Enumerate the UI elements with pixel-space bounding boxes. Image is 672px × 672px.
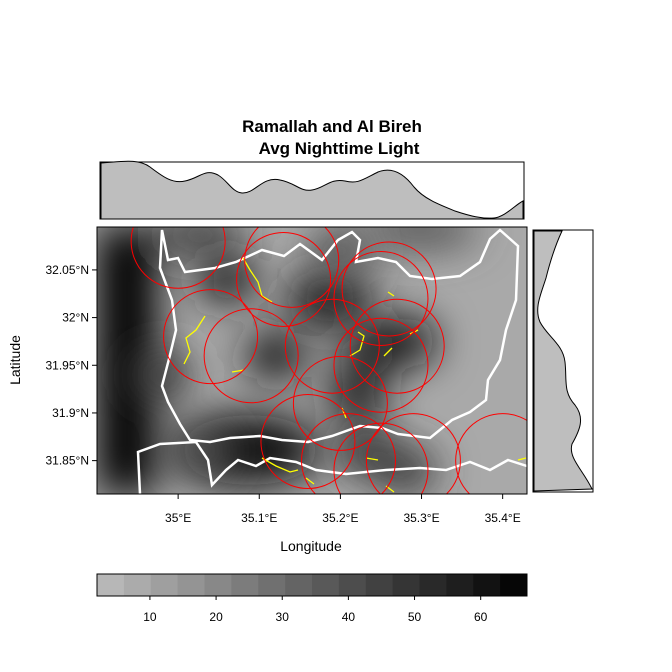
y-axis-ticks: 31.85°N 31.9°N 31.95°N 32°N 32.05°N <box>46 263 97 468</box>
governorate-boundary <box>158 228 520 444</box>
buffer-circle-10 <box>260 394 356 490</box>
buffer-circle-14 <box>455 413 527 494</box>
chart-title-line1: Ramallah and Al Bireh <box>242 117 422 136</box>
top-marginal-panel <box>99 160 525 220</box>
buffer-circle-6 <box>284 298 380 394</box>
colorbar-swatch-12 <box>419 574 447 596</box>
colorbar-tick-label-4: 50 <box>408 610 422 624</box>
buffer-circle-7 <box>349 298 445 394</box>
colorbar-tick-label-1: 20 <box>209 610 223 624</box>
colorbar-swatch-7 <box>285 574 313 596</box>
colorbar-swatch-10 <box>365 574 394 596</box>
light-hotspot-3 <box>373 317 438 366</box>
y-tick-label-4: 32.05°N <box>46 263 90 277</box>
x-axis-label: Longitude <box>280 538 342 554</box>
colorbar-swatch-1 <box>123 574 152 596</box>
map-frame <box>96 226 528 495</box>
buffer-circle-2 <box>333 251 429 347</box>
buffer-circle-15 <box>130 227 226 289</box>
x-tick-label-3: 35.3°E <box>403 511 439 525</box>
colorbar-tick-label-3: 40 <box>342 610 356 624</box>
colorbar-tick-label-0: 10 <box>143 610 157 624</box>
chart-title-line2: Avg Nighttime Light <box>259 139 420 158</box>
y-axis-label: Latitude <box>7 335 23 385</box>
y-tick-label-3: 32°N <box>62 311 89 325</box>
colorbar-swatch-14 <box>473 574 501 596</box>
colorbar-tick-label-2: 30 <box>276 610 290 624</box>
top-marginal-density <box>100 160 524 220</box>
x-tick-label-1: 35.1°E <box>241 511 277 525</box>
buffer-circle-8 <box>333 317 429 413</box>
x-axis-ticks: 35°E 35.1°E 35.2°E 35.3°E 35.4°E <box>165 494 521 525</box>
y-tick-label-1: 31.9°N <box>52 406 89 420</box>
y-tick-label-0: 31.85°N <box>46 454 90 468</box>
colorbar-frame <box>96 573 528 597</box>
buffer-circle-3 <box>341 241 437 337</box>
y-tick-label-2: 31.95°N <box>46 358 90 372</box>
buffer-circle-4 <box>163 289 259 385</box>
right-marginal-panel <box>532 229 594 493</box>
buffer-circle-13 <box>365 413 461 494</box>
x-tick-label-4: 35.4°E <box>485 511 521 525</box>
buffer-circle-9 <box>292 355 388 451</box>
southern-boundary <box>136 440 527 494</box>
x-tick-label-2: 35.2°E <box>322 511 358 525</box>
colorbar-swatch-8 <box>312 574 340 596</box>
right-marginal-density <box>533 230 593 492</box>
colorbar-swatch-13 <box>446 574 474 596</box>
colorbar-swatch-0 <box>97 574 125 596</box>
x-tick-label-0: 35°E <box>165 511 191 525</box>
colorbar-swatch-5 <box>231 574 259 596</box>
colorbar-tick-label-5: 60 <box>474 610 488 624</box>
buffer-circle-1 <box>244 227 340 308</box>
colorbar-swatch-2 <box>150 574 179 596</box>
light-hotspot-7 <box>129 350 194 399</box>
colorbar-swatch-4 <box>204 574 232 596</box>
buffer-circle-5 <box>203 308 299 404</box>
yellow-features <box>183 257 527 493</box>
light-hotspot-9 <box>308 227 373 275</box>
colorbar-swatch-3 <box>177 574 205 596</box>
colorbar-swatch-11 <box>392 574 420 596</box>
colorbar-swatch-15 <box>500 574 528 596</box>
buffer-circle-12 <box>333 422 429 494</box>
buffer-circle-0 <box>236 231 332 327</box>
colorbar-swatch-6 <box>258 574 286 596</box>
colorbar-swatch-9 <box>338 574 367 596</box>
light-hotspot-5 <box>243 331 308 380</box>
buffer-circle-11 <box>301 413 396 494</box>
colorbar <box>96 573 528 597</box>
buffer-circles <box>130 227 527 494</box>
map-panel <box>97 227 527 494</box>
colorbar-ticks: 10 20 30 40 50 60 <box>143 596 488 624</box>
light-hotspot-1 <box>324 369 389 418</box>
